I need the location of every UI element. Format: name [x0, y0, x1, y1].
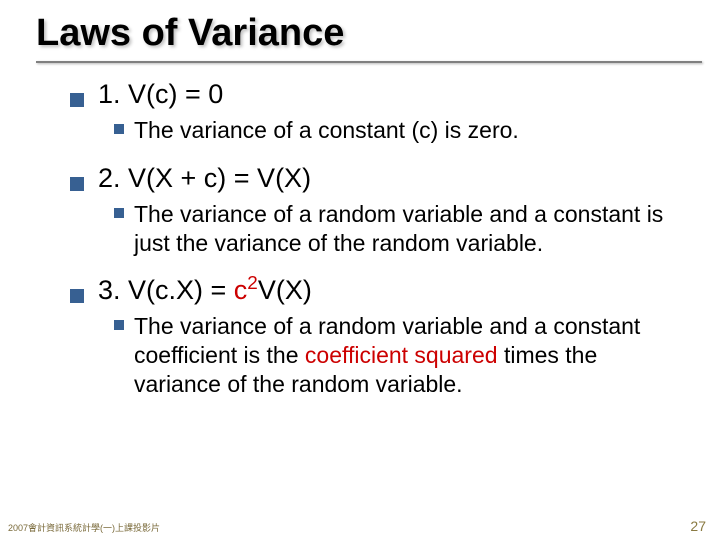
law-2-sub-text: The variance of a random variable and a …	[134, 200, 680, 258]
law-1-sub: The variance of a constant (c) is zero.	[114, 116, 680, 145]
law-3-sub-highlight: coefficient squared	[305, 342, 498, 368]
slide-title: Laws of Variance	[0, 0, 720, 61]
law-3-head-hl-sup: 2	[247, 273, 258, 294]
law-2: 2. V(X + c) = V(X) The variance of a ran…	[70, 163, 680, 258]
law-3-head-before: 3. V(c.X) =	[98, 275, 234, 305]
law-1: 1. V(c) = 0 The variance of a constant (…	[70, 79, 680, 145]
square-bullet-icon	[114, 320, 124, 330]
law-3-sub-text: The variance of a random variable and a …	[134, 312, 680, 398]
law-3-head-hl-base: c	[234, 275, 248, 305]
law-1-head: 1. V(c) = 0	[70, 79, 680, 110]
law-2-sub: The variance of a random variable and a …	[114, 200, 680, 258]
law-3-head: 3. V(c.X) = c2V(X)	[70, 275, 680, 306]
slide-content: 1. V(c) = 0 The variance of a constant (…	[0, 63, 720, 399]
square-bullet-icon	[70, 289, 84, 303]
law-3-head-highlight: c2	[234, 275, 258, 305]
law-3-sub: The variance of a random variable and a …	[114, 312, 680, 398]
law-3-head-after: V(X)	[258, 275, 312, 305]
law-1-sub-text: The variance of a constant (c) is zero.	[134, 116, 519, 145]
square-bullet-icon	[70, 93, 84, 107]
square-bullet-icon	[70, 177, 84, 191]
square-bullet-icon	[114, 124, 124, 134]
square-bullet-icon	[114, 208, 124, 218]
law-3-head-text: 3. V(c.X) = c2V(X)	[98, 275, 312, 306]
law-3: 3. V(c.X) = c2V(X) The variance of a ran…	[70, 275, 680, 398]
law-2-head-text: 2. V(X + c) = V(X)	[98, 163, 311, 194]
law-2-head: 2. V(X + c) = V(X)	[70, 163, 680, 194]
law-1-head-text: 1. V(c) = 0	[98, 79, 223, 110]
footer-left-text: 2007會計資訊系統計學(一)上課投影片	[8, 521, 160, 534]
slide-number: 27	[690, 518, 706, 534]
